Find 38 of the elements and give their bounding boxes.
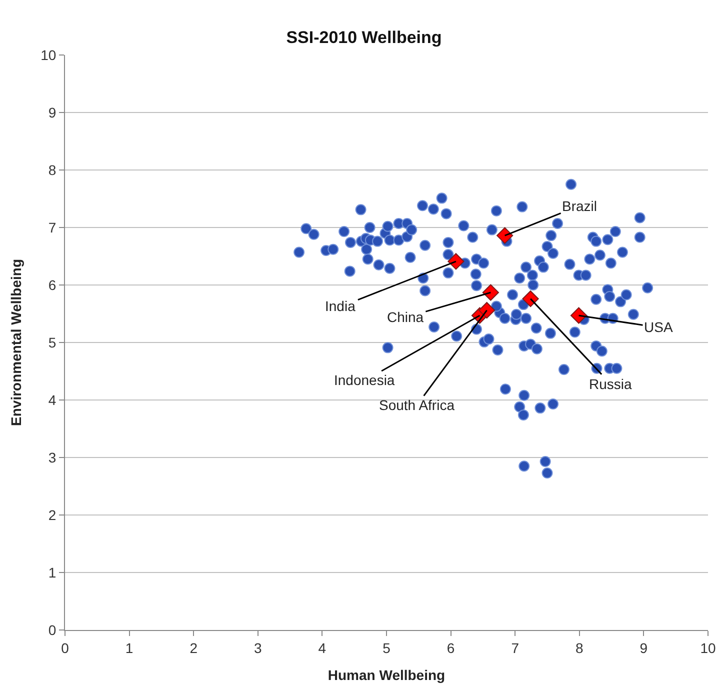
point — [478, 302, 496, 319]
x-tick-label: 6 — [446, 640, 455, 656]
y-tick-label: 9 — [48, 104, 56, 120]
x-tick-label: 1 — [125, 640, 134, 656]
x-tick-label: 3 — [254, 640, 262, 656]
x-tick-label: 0 — [61, 640, 70, 656]
point — [496, 227, 514, 244]
y-tick-label: 7 — [48, 219, 56, 236]
y-tick-label: 0 — [48, 622, 56, 638]
y-tick-label: 5 — [48, 334, 56, 350]
annotation: USA — [644, 319, 674, 335]
point — [482, 284, 499, 301]
y-tick-label: 8 — [48, 162, 56, 178]
annotation: Indonesia — [334, 372, 395, 388]
point — [522, 290, 539, 308]
x-tick-label: 4 — [318, 640, 326, 656]
annotation: China — [387, 309, 424, 325]
y-tick-label: 4 — [48, 392, 56, 408]
x-tick-label: 8 — [576, 640, 584, 656]
point — [570, 307, 588, 324]
y-axis-title: Environmental Wellbeing — [8, 259, 24, 426]
y-tick-label: 3 — [48, 449, 56, 466]
y-tick-label: 1 — [48, 564, 56, 580]
chart-title: SSI-2010 Wellbeing — [286, 28, 442, 48]
point — [448, 253, 464, 270]
x-axis-title: Human Wellbeing — [328, 667, 446, 684]
annotation: Russia — [589, 376, 632, 392]
y-tick-label: 2 — [48, 506, 56, 523]
x-tick-label: 9 — [640, 640, 648, 656]
y-tick-label: 6 — [48, 276, 56, 293]
y-tick-label: 10 — [40, 46, 56, 63]
annotation: South Africa — [379, 397, 455, 413]
annotation: India — [325, 298, 356, 314]
x-tick-label: 5 — [382, 640, 391, 656]
x-tick-label: 2 — [190, 640, 198, 656]
x-tick-label: 7 — [511, 640, 520, 656]
x-tick-label: 10 — [700, 640, 716, 656]
annotation: Brazil — [562, 198, 598, 214]
